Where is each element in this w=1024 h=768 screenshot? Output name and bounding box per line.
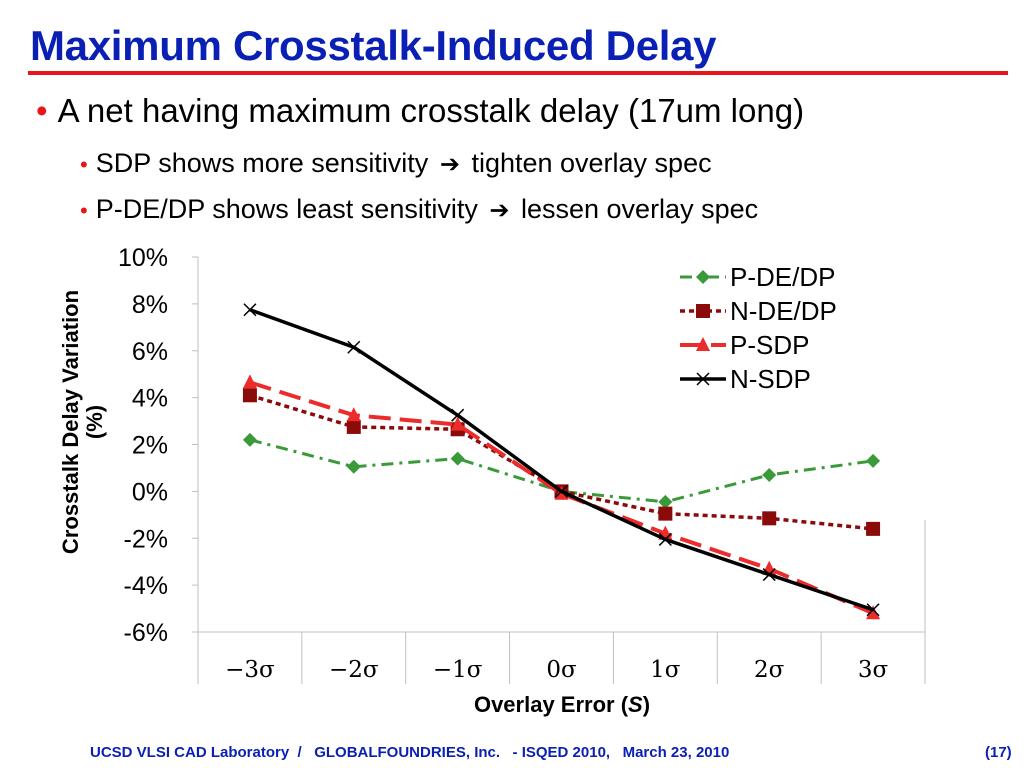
data-point-p-de-dp [762,467,777,482]
data-point-n-sdp [658,532,672,546]
legend-label-n-sdp: N-SDP [730,364,811,394]
y-tick-label: -2% [124,525,168,553]
slide-title: Maximum Crosstalk-Induced Delay [30,22,717,69]
data-point-n-de-dp [346,419,361,434]
chart-legend: P-DE/DP N-DE/DP P-SDP N-SDP [680,262,837,394]
data-point-n-sdp [451,408,465,422]
bullet-glyph: • [80,152,88,177]
bullet-main-text: A net having maximum crosstalk delay (17… [57,92,805,129]
data-point-p-sdp [450,416,465,431]
bullet-sub-2-text-b: lessen overlay spec [520,194,759,224]
bullet-glyph: • [80,198,88,223]
y-axis: -6% -4% -2% 0% 2% 4% 6% 8% 10% [118,244,198,647]
y-tick-label: 6% [132,338,168,366]
y-tick-label: 0% [132,478,168,506]
x-tick-label: 2σ [754,657,785,683]
chart-frame [197,257,926,684]
title-underline [28,71,1008,75]
bullet-sub-1: • SDP shows more sensitivity ➔ tighten ov… [80,148,712,179]
legend-marker-n-de-dp [696,304,710,318]
data-point-n-de-dp [242,388,257,403]
x-tick-label: −1σ [433,657,483,683]
bullet-sub-2-text-a: P-DE/DP shows least sensitivity [95,194,478,224]
footer-credits: UCSD VLSI CAD Laboratory / GLOBALFOUNDRI… [90,744,730,761]
legend-marker-p-de-dp [696,270,710,284]
data-point-p-de-dp [450,451,465,466]
legend-marker-n-sdp [696,372,710,386]
data-point-p-de-dp [866,453,881,468]
x-tick-label: −3σ [225,657,275,683]
x-tick-label: −2σ [329,657,379,683]
legend-marker-p-sdp [696,337,710,351]
data-point-n-sdp [347,340,361,354]
data-point-n-sdp [762,568,776,582]
x-tick-label: 0σ [546,657,577,683]
bullet-sub-1-text-b: tighten overlay spec [471,148,712,178]
y-tick-label: 2% [132,432,168,460]
data-point-p-de-dp [346,459,361,474]
right-arrow-icon: ➔ [489,197,510,224]
data-point-n-sdp [243,303,257,317]
data-point-p-de-dp [242,432,257,447]
legend-label-p-sdp: P-SDP [730,330,809,360]
page-number: (17) [985,744,1012,761]
series-line-n-de-dp [249,393,874,531]
y-axis-label-unit: (%) [82,405,107,439]
x-tick-label: 1σ [650,657,681,683]
data-point-p-sdp [346,407,361,422]
y-tick-label: -4% [124,572,168,600]
legend-label-p-de-dp: P-DE/DP [730,262,835,292]
data-point-p-sdp [866,605,881,620]
right-arrow-icon: ➔ [439,151,460,178]
y-tick-label: 4% [132,385,168,413]
legend-label-n-de-dp: N-DE/DP [730,296,837,326]
data-point-n-de-dp [658,506,673,521]
bullet-sub-2: • P-DE/DP shows least sensitivity ➔ lesse… [80,194,758,225]
data-point-p-sdp [242,374,257,389]
y-axis-label: Crosstalk Delay Variation [58,290,83,554]
y-tick-label: 8% [132,291,168,319]
data-point-n-de-dp [866,521,881,536]
y-tick-label: -6% [124,619,168,647]
data-point-n-de-dp [762,511,777,526]
bullet-main: • A net having maximum crosstalk delay (1… [36,92,804,130]
x-tick-label: 3σ [858,657,889,683]
bullet-sub-1-text-a: SDP shows more sensitivity [95,148,429,178]
x-axis: −3σ −2σ −1σ 0σ 1σ 2σ 3σ [225,657,888,683]
x-axis-label: Overlay Error (S) [474,692,650,717]
data-point-n-sdp [554,484,569,498]
data-point-n-sdp [866,603,880,617]
y-tick-label: 10% [118,244,168,272]
plot-area [242,303,881,620]
data-point-p-de-dp [658,494,673,509]
bullet-glyph: • [36,92,48,129]
